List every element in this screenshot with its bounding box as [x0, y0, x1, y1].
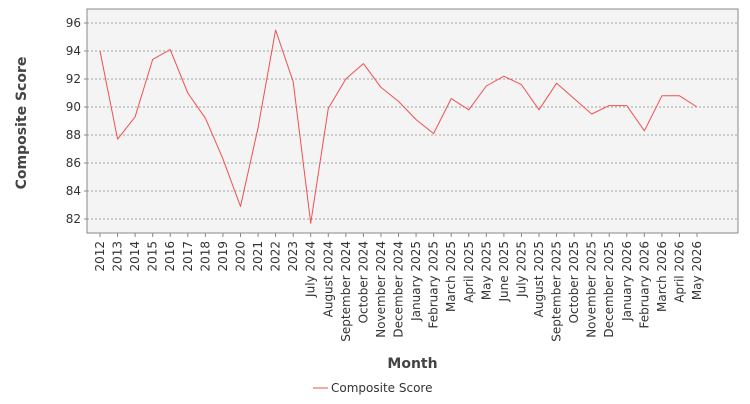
series-group: [99, 29, 698, 224]
y-tick-label: 86: [66, 156, 81, 170]
x-tick-label: 2023: [286, 241, 300, 272]
x-tick-label: May 2026: [690, 241, 704, 300]
x-tick-label: August 2025: [532, 241, 546, 317]
x-tick-label: 2016: [163, 241, 177, 272]
x-tick-label: January 2025: [409, 241, 423, 322]
x-tick-label: 2013: [111, 241, 125, 272]
y-tick-label: 90: [66, 100, 81, 114]
x-tick-label: 2018: [198, 241, 212, 272]
x-tick-label: 2012: [93, 241, 107, 272]
x-tick-label: January 2026: [620, 241, 634, 322]
y-axis: 82 84 86 88 90 92 94 96: [66, 16, 87, 226]
x-tick-label: 2015: [146, 241, 160, 272]
gridlines: [87, 22, 738, 220]
x-tick-label: 2014: [128, 241, 142, 272]
x-axis: 2012 2013 2014 2015 2016 2017 2018 2019 2020 2021…: [93, 233, 704, 342]
y-axis-title: Composite Score: [14, 57, 30, 190]
x-tick-label: April 2025: [462, 241, 476, 303]
x-tick-label: February 2025: [427, 241, 441, 329]
x-tick-label: 2019: [216, 241, 230, 272]
x-tick-label: December 2024: [392, 241, 406, 338]
x-tick-label: April 2026: [672, 241, 686, 303]
x-tick-label: March 2026: [655, 241, 669, 312]
x-tick-label: September 2024: [339, 241, 353, 342]
x-tick-label: 2022: [269, 241, 283, 272]
x-tick-label: 2017: [181, 241, 195, 272]
x-tick-label: March 2025: [444, 241, 458, 312]
y-tick-label: 84: [66, 184, 81, 198]
y-tick-label: 88: [66, 128, 81, 142]
x-tick-label: 2020: [233, 241, 247, 272]
x-tick-label: November 2025: [585, 241, 599, 338]
x-tick-label: August 2024: [321, 241, 335, 317]
x-tick-label: December 2025: [602, 241, 616, 338]
x-tick-label: October 2025: [567, 241, 581, 323]
x-axis-title: Month: [387, 356, 437, 372]
plot-area: [86, 8, 739, 234]
x-tick-label: 2021: [251, 241, 265, 272]
series-line: [99, 29, 698, 224]
x-tick-label: November 2024: [374, 241, 388, 338]
x-tick-label: May 2025: [479, 241, 493, 300]
x-tick-label: July 2025: [514, 241, 528, 298]
y-tick-label: 94: [66, 44, 81, 58]
legend-label: Composite Score: [331, 381, 432, 395]
y-tick-label: 96: [66, 16, 81, 30]
y-tick-label: 92: [66, 72, 81, 86]
x-tick-label: June 2025: [497, 241, 511, 303]
x-tick-label: October 2024: [356, 241, 370, 323]
legend: Composite Score: [313, 381, 432, 395]
y-tick-label: 82: [66, 212, 81, 226]
x-tick-label: February 2026: [637, 241, 651, 329]
x-tick-label: September 2025: [550, 241, 564, 342]
x-tick-label: July 2024: [304, 241, 318, 298]
